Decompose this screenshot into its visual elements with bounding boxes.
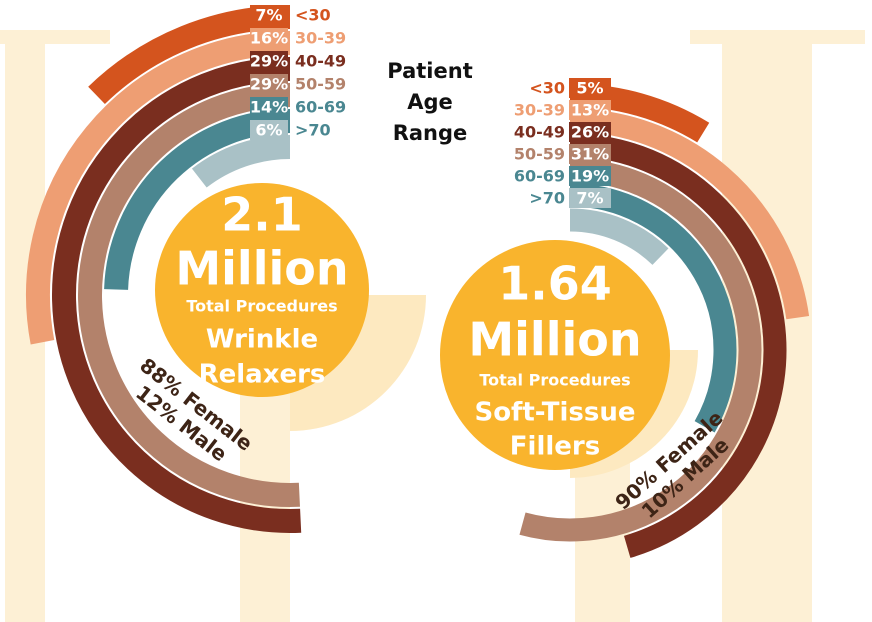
- category-label: 50-59: [295, 75, 346, 94]
- category-label: <30: [295, 6, 331, 25]
- center-text: Wrinkle: [206, 325, 318, 355]
- category-label: 30-39: [514, 101, 565, 120]
- ring-bar: [569, 133, 787, 558]
- value-label-box: [250, 5, 288, 25]
- center-text: Total Procedures: [186, 297, 337, 316]
- value-label-box: [569, 122, 611, 142]
- value-label: 13%: [571, 101, 609, 120]
- category-label: 50-59: [514, 145, 565, 164]
- category-label: >70: [529, 189, 565, 208]
- total-circle: [440, 240, 670, 470]
- ring-bar: [519, 158, 762, 542]
- value-label-box: [569, 166, 611, 186]
- ring-bar: [52, 57, 302, 533]
- ring-bar: [26, 31, 291, 345]
- value-label: 19%: [571, 167, 609, 186]
- value-label-box: [250, 120, 288, 140]
- ring-bar: [569, 208, 669, 266]
- category-label: <30: [529, 79, 565, 98]
- value-label: 5%: [576, 79, 603, 98]
- legend-title: Age: [407, 90, 453, 114]
- value-label: 26%: [571, 123, 609, 142]
- value-label: 6%: [255, 121, 282, 140]
- ring-bar: [569, 108, 810, 320]
- value-label: 14%: [250, 98, 288, 117]
- ring-bar: [78, 83, 300, 507]
- value-label: 7%: [255, 6, 282, 25]
- center-text: 2.1: [221, 188, 303, 242]
- legend-title: Range: [393, 121, 468, 145]
- value-label: 31%: [571, 145, 609, 164]
- center-text: Fillers: [510, 432, 600, 462]
- value-label: 29%: [250, 52, 288, 71]
- value-label-box: [569, 188, 611, 208]
- total-circle: [155, 183, 369, 397]
- center-text: Soft-Tissue: [474, 398, 635, 428]
- category-label: 40-49: [514, 123, 565, 142]
- category-label: 40-49: [295, 52, 346, 71]
- background-pillars: [0, 30, 865, 622]
- category-label: 60-69: [295, 98, 346, 117]
- category-label: 60-69: [514, 167, 565, 186]
- value-label-box: [569, 100, 611, 120]
- value-label-box: [569, 144, 611, 164]
- category-label: 30-39: [295, 29, 346, 48]
- value-label-box: [250, 97, 288, 117]
- center-text: Total Procedures: [479, 371, 630, 390]
- ring-bar: [191, 135, 291, 188]
- center-text: 1.64: [498, 257, 612, 311]
- value-label-box: [250, 51, 288, 71]
- center-text: Relaxers: [199, 360, 326, 390]
- value-label: 7%: [576, 189, 603, 208]
- value-label-box: [250, 74, 288, 94]
- legend-title: Patient: [387, 59, 472, 83]
- value-label: 16%: [250, 29, 288, 48]
- value-label-box: [569, 78, 611, 98]
- center-text: Million: [468, 313, 641, 367]
- center-text: Million: [175, 242, 348, 296]
- category-label: >70: [295, 121, 331, 140]
- value-label-box: [250, 28, 288, 48]
- value-label: 29%: [250, 75, 288, 94]
- ring-bar: [569, 183, 737, 433]
